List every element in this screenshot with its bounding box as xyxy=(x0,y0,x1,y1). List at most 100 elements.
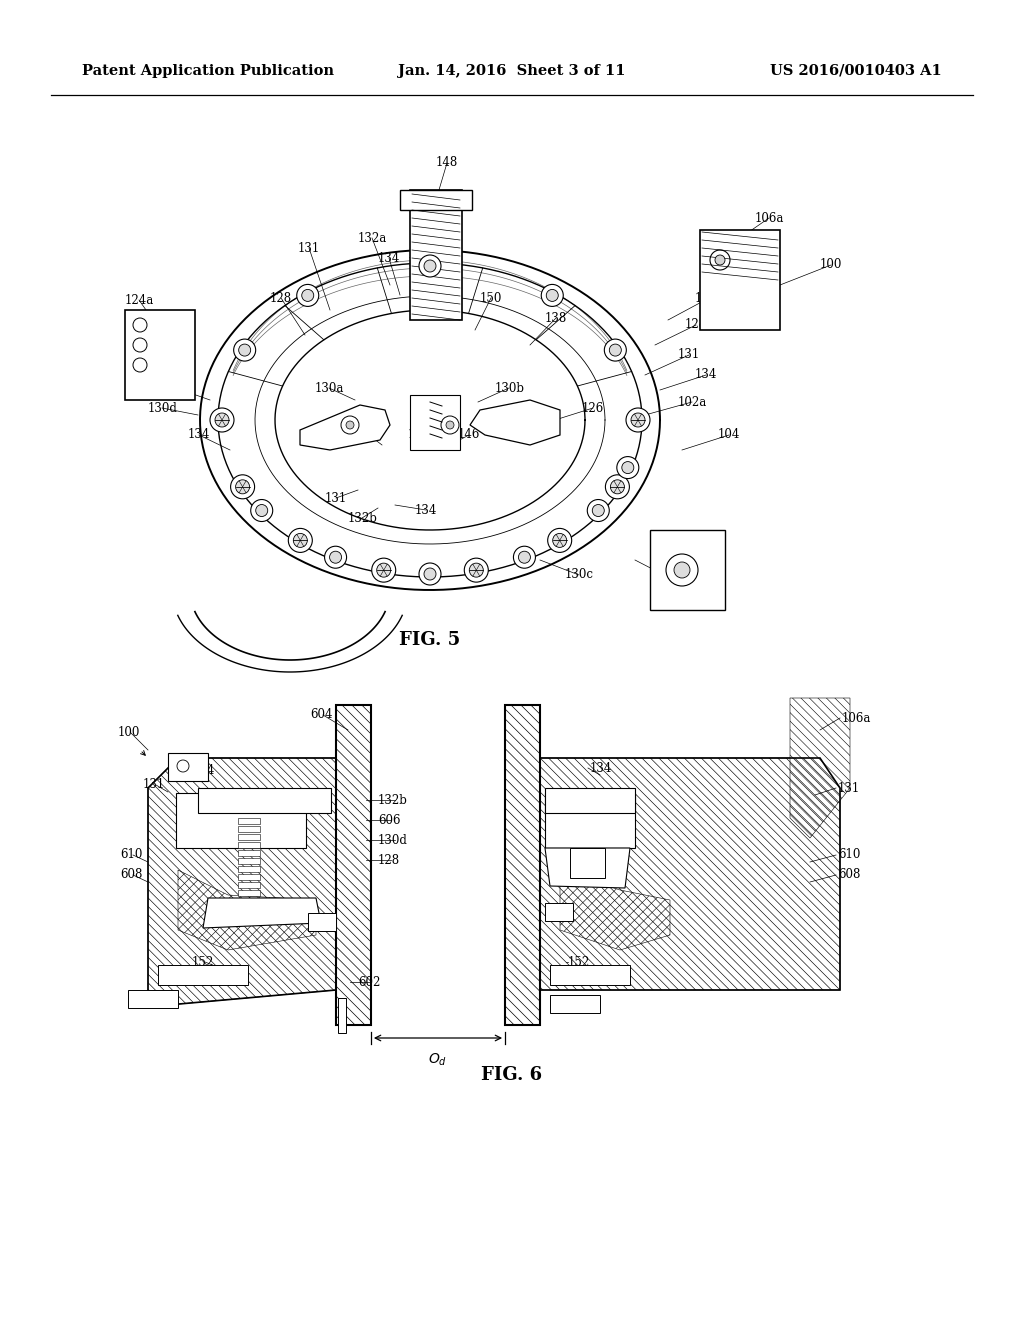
Bar xyxy=(238,890,260,896)
Circle shape xyxy=(289,528,312,552)
Bar xyxy=(238,874,260,880)
Text: 139: 139 xyxy=(408,429,430,441)
Circle shape xyxy=(424,260,436,272)
Text: 150: 150 xyxy=(480,292,503,305)
Text: 100: 100 xyxy=(820,259,843,272)
Circle shape xyxy=(715,255,725,265)
Text: 130b: 130b xyxy=(495,381,525,395)
Text: 134: 134 xyxy=(193,763,215,776)
Bar xyxy=(238,842,260,847)
Text: 608: 608 xyxy=(838,869,860,882)
Bar xyxy=(125,310,195,400)
Text: 606: 606 xyxy=(378,813,400,826)
Text: 134: 134 xyxy=(378,252,400,264)
Text: 132a: 132a xyxy=(580,801,609,814)
Circle shape xyxy=(616,457,639,479)
Bar xyxy=(238,826,260,832)
Polygon shape xyxy=(336,705,371,1026)
Circle shape xyxy=(293,533,307,548)
Circle shape xyxy=(622,462,634,474)
Circle shape xyxy=(256,504,267,516)
Text: 132b: 132b xyxy=(348,511,378,524)
Text: 128: 128 xyxy=(378,854,400,866)
Text: 102a: 102a xyxy=(678,396,708,408)
Polygon shape xyxy=(560,870,670,950)
Circle shape xyxy=(446,421,454,429)
Polygon shape xyxy=(176,793,306,847)
Text: US 2016/0010403 A1: US 2016/0010403 A1 xyxy=(770,63,942,78)
Text: FIG. 5: FIG. 5 xyxy=(399,631,461,649)
Bar xyxy=(545,788,635,813)
Text: 128: 128 xyxy=(270,292,292,305)
Circle shape xyxy=(330,552,342,564)
Bar xyxy=(550,995,600,1012)
Circle shape xyxy=(215,413,229,426)
Text: 130c: 130c xyxy=(565,569,594,582)
Bar xyxy=(570,847,605,878)
Bar xyxy=(158,965,248,985)
Text: 152: 152 xyxy=(193,956,214,969)
Circle shape xyxy=(377,564,391,577)
Text: 128: 128 xyxy=(685,318,708,331)
Bar xyxy=(338,998,346,1034)
Circle shape xyxy=(605,475,630,499)
Text: 128: 128 xyxy=(590,851,612,865)
Text: 126: 126 xyxy=(582,401,604,414)
Text: 144: 144 xyxy=(358,429,380,441)
Text: 132b: 132b xyxy=(378,793,408,807)
Circle shape xyxy=(233,339,256,362)
Text: 130a: 130a xyxy=(315,381,344,395)
Text: 134: 134 xyxy=(590,762,612,775)
Text: 131: 131 xyxy=(298,242,321,255)
Text: 102b: 102b xyxy=(650,569,680,582)
Circle shape xyxy=(464,558,488,582)
Text: $O_d$: $O_d$ xyxy=(428,1052,447,1068)
Circle shape xyxy=(548,528,571,552)
Circle shape xyxy=(631,413,645,426)
Circle shape xyxy=(419,564,441,585)
Text: 134: 134 xyxy=(415,503,437,516)
Polygon shape xyxy=(790,698,850,838)
Circle shape xyxy=(609,345,622,356)
Circle shape xyxy=(553,533,566,548)
Bar xyxy=(700,230,780,330)
Circle shape xyxy=(239,345,251,356)
Circle shape xyxy=(588,499,609,521)
Circle shape xyxy=(441,416,459,434)
Bar xyxy=(308,913,336,931)
Text: 130d: 130d xyxy=(378,833,408,846)
Circle shape xyxy=(251,499,272,521)
Bar xyxy=(238,834,260,840)
Circle shape xyxy=(372,558,395,582)
Text: 124a: 124a xyxy=(125,293,155,306)
Circle shape xyxy=(626,408,650,432)
Bar xyxy=(550,965,630,985)
Circle shape xyxy=(610,479,625,494)
Text: 130b: 130b xyxy=(580,824,610,837)
Polygon shape xyxy=(148,758,336,1005)
Bar xyxy=(198,788,331,813)
Circle shape xyxy=(297,284,318,306)
Circle shape xyxy=(513,546,536,568)
Bar xyxy=(410,190,462,319)
Text: 610: 610 xyxy=(838,849,860,862)
Circle shape xyxy=(346,421,354,429)
Circle shape xyxy=(302,289,313,301)
Circle shape xyxy=(546,289,558,301)
Circle shape xyxy=(542,284,563,306)
Bar xyxy=(238,866,260,873)
Text: 106a: 106a xyxy=(755,211,784,224)
Circle shape xyxy=(424,568,436,579)
Bar xyxy=(168,752,208,781)
Circle shape xyxy=(177,760,189,772)
Circle shape xyxy=(133,338,147,352)
Polygon shape xyxy=(545,793,635,847)
Circle shape xyxy=(710,249,730,271)
Bar xyxy=(410,395,460,450)
Polygon shape xyxy=(540,758,840,990)
Bar xyxy=(238,818,260,824)
Text: 130d: 130d xyxy=(148,401,178,414)
Text: 602: 602 xyxy=(358,975,380,989)
Text: 142: 142 xyxy=(438,425,460,438)
Text: 610: 610 xyxy=(120,849,142,862)
